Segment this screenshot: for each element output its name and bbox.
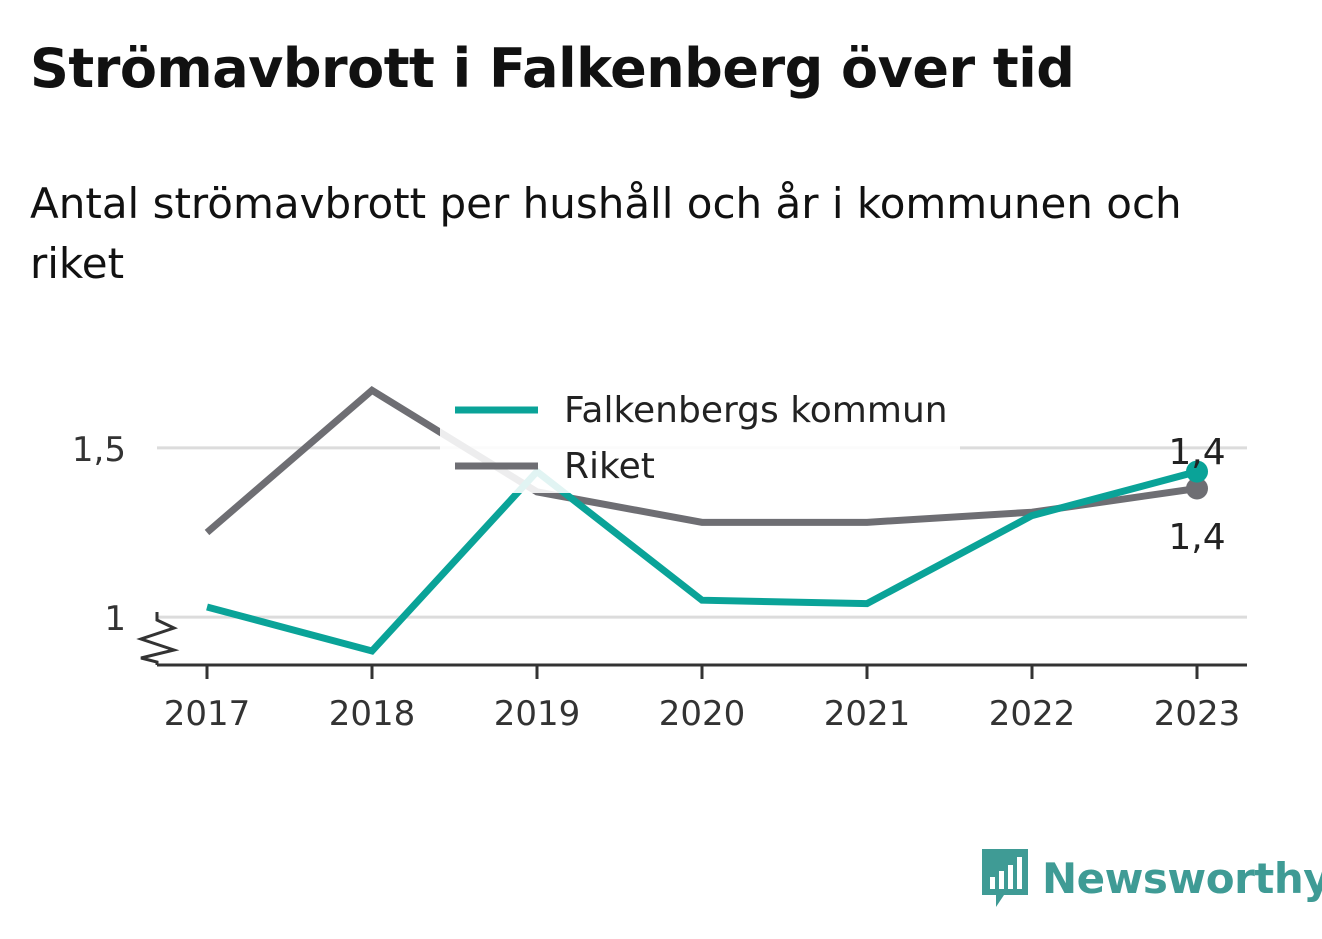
x-tick-label: 2019 — [494, 694, 581, 734]
chart-subtitle: Antal strömavbrott per hushåll och år i … — [30, 179, 1182, 288]
x-tick-label: 2023 — [1154, 694, 1241, 734]
legend-background — [440, 375, 960, 493]
end-value-label: 1,4 — [1168, 517, 1225, 558]
legend-label: Riket — [564, 446, 655, 487]
y-tick-label: 1,5 — [72, 430, 126, 470]
x-tick-label: 2017 — [164, 694, 251, 734]
x-tick-label: 2020 — [659, 694, 746, 734]
y-tick-label: 1 — [104, 599, 126, 639]
chart-title: Strömavbrott i Falkenberg över tid — [30, 37, 1075, 100]
newsworthy-brand: Newsworthy — [980, 846, 1322, 910]
series-lines — [204, 385, 1198, 655]
y-axis-ticks: 11,5 — [72, 430, 126, 639]
x-axis: 2017 2018 2019 2020 2021 2022 2023 — [136, 612, 1247, 734]
x-tick-label: 2022 — [989, 694, 1076, 734]
legend: Falkenbergs kommun Riket — [440, 375, 960, 493]
end-value-label: 1,4 — [1168, 432, 1225, 473]
end-marker-1 — [1186, 477, 1208, 500]
brand-name: Newsworthy — [1042, 853, 1322, 903]
end-marker-0 — [1186, 460, 1208, 483]
newsworthy-logo-icon — [982, 849, 1028, 907]
x-tick-label: 2021 — [824, 694, 911, 734]
x-tick-label: 2018 — [329, 694, 416, 734]
axis-break-icon — [136, 612, 180, 665]
legend-label: Falkenbergs kommun — [564, 390, 948, 431]
end-markers: 1,4 1,4 — [1168, 432, 1225, 558]
series-line-0 — [206, 466, 1198, 655]
